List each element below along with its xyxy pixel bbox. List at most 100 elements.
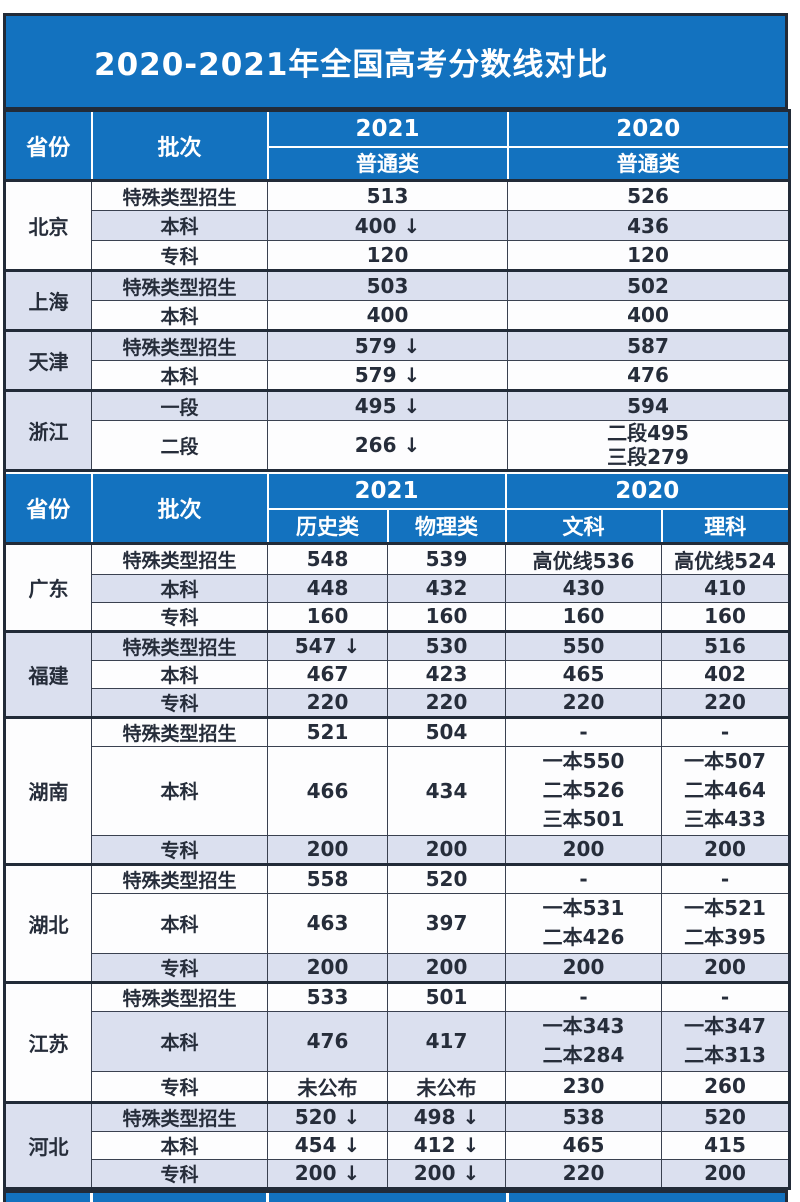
- score-cell: 415: [661, 1130, 791, 1160]
- score-cell: 200: [267, 952, 388, 983]
- score-cell: 220: [267, 687, 388, 718]
- score-cell: 495 ↓: [267, 389, 508, 421]
- score-cell: 200: [661, 952, 791, 983]
- batch-cell: 特殊类型招生: [91, 179, 268, 211]
- score-cell: 二段495 三段279: [507, 420, 790, 471]
- score-cell: 594: [507, 389, 790, 421]
- cell-line: 一本507: [684, 749, 766, 773]
- score-cell: 160: [386, 601, 507, 632]
- score-cell: 未公布: [267, 1070, 388, 1103]
- score-cell: 454 ↓: [267, 1130, 388, 1160]
- score-cell: 498 ↓: [386, 1100, 507, 1132]
- score-cell: 548: [267, 541, 388, 575]
- score-cell: 200 ↓: [267, 1158, 388, 1189]
- score-cell: -: [661, 980, 791, 1012]
- batch-cell: 本科: [91, 745, 268, 836]
- score-table-section-1: 省份 批次 2021 2020 普通类 普通类 北京 特殊类型招生 513 526 本科 400 ↓ 4…: [3, 109, 791, 472]
- batch-cell: 专科: [91, 834, 268, 865]
- year-header: 2021: [266, 472, 507, 510]
- table-row: 本科 400 ↓ 436: [5, 210, 790, 241]
- score-cell: 513: [267, 179, 508, 211]
- score-cell: 436: [507, 210, 790, 241]
- province-cell: 浙江: [4, 389, 92, 471]
- score-cell: 200: [267, 834, 388, 865]
- score-cell: -: [505, 715, 663, 747]
- cell-line: 三本501: [542, 807, 625, 831]
- score-cell: 587: [507, 329, 790, 361]
- score-cell: 463: [267, 892, 388, 954]
- cell-line: 二本464: [684, 778, 766, 802]
- score-cell: 160: [505, 601, 663, 632]
- table-root: 省份 批次 2021 2020 普通类 普通类 北京 特殊类型招生 513 526 本科 400 ↓ 4…: [3, 109, 792, 1190]
- score-cell: 526: [507, 179, 790, 211]
- province-header: 省份: [3, 109, 93, 182]
- batch-cell: 特殊类型招生: [91, 541, 268, 575]
- score-cell: -: [505, 980, 663, 1012]
- header-row-subcols: 普通类 普通类: [5, 145, 791, 182]
- cell-line: 二段495: [607, 421, 689, 445]
- strip-separator: [266, 1192, 269, 1202]
- score-cell: -: [661, 715, 791, 747]
- cell-line: 一本343: [542, 1014, 625, 1038]
- table-row: 本科 400 400: [5, 300, 790, 331]
- score-cell: 400 ↓: [267, 210, 508, 241]
- table-row: 广东 特殊类型招生 548 539 高优线536 高优线524: [4, 541, 791, 632]
- score-cell: 一本507 二本464 三本433: [661, 745, 791, 836]
- batch-header: 批次: [90, 472, 269, 545]
- score-cell: 266 ↓: [267, 420, 508, 471]
- table-row: 本科 476 417 一本343 二本284 一本347 二本313: [5, 1010, 791, 1072]
- score-cell: 476: [267, 1010, 388, 1072]
- score-cell: 200: [505, 834, 663, 865]
- table-row: 专科 220 220 220 220: [5, 687, 791, 718]
- batch-cell: 特殊类型招生: [91, 269, 268, 301]
- score-cell: 260: [661, 1070, 791, 1103]
- province-cell: 河北: [4, 1100, 92, 1189]
- table-row: 浙江 一段 495 ↓ 594: [4, 389, 790, 471]
- cell-line: 一本531: [542, 896, 625, 920]
- score-cell: 200: [661, 1158, 791, 1189]
- batch-cell: 本科: [91, 1130, 268, 1160]
- year-header: 2020: [506, 109, 791, 148]
- score-cell: -: [661, 862, 791, 894]
- table-row: 专科 200 200 200 200: [5, 952, 791, 983]
- table-row: 本科 463 397 一本531 二本426 一本521 二本395: [5, 892, 791, 954]
- score-cell: 397: [386, 892, 507, 954]
- batch-cell: 特殊类型招生: [91, 715, 268, 747]
- score-cell: 520: [661, 1100, 791, 1132]
- table-row: 专科 160 160 160 160: [5, 601, 791, 632]
- score-cell: 220: [505, 1158, 663, 1189]
- batch-cell: 本科: [91, 573, 268, 603]
- score-cell: 465: [505, 1130, 663, 1160]
- header-row-years: 省份 批次 2021 2020: [3, 109, 791, 182]
- score-cell: 402: [661, 659, 791, 689]
- table-row: 湖北 特殊类型招生 558 520- -: [4, 862, 791, 983]
- province-header: 省份: [3, 472, 93, 545]
- province-cell: 江苏: [4, 980, 92, 1103]
- batch-cell: 本科: [91, 659, 268, 689]
- subcol-header: 文科: [504, 508, 663, 545]
- score-cell: 未公布: [386, 1070, 507, 1103]
- table-row: 上海 特殊类型招生 503 502: [4, 269, 790, 331]
- score-cell: 200: [386, 952, 507, 983]
- batch-cell: 一段: [91, 389, 268, 421]
- batch-cell: 专科: [91, 1158, 268, 1189]
- score-cell: 579 ↓: [267, 329, 508, 361]
- score-cell: 448: [267, 573, 388, 603]
- province-cell: 北京: [4, 179, 92, 271]
- score-cell: 466: [267, 745, 388, 836]
- score-cell: 434: [386, 745, 507, 836]
- cell-line: 三本433: [684, 807, 766, 831]
- subcol-header: 理科: [660, 508, 791, 545]
- score-cell: 432: [386, 573, 507, 603]
- table-row: 河北 特殊类型招生 520 ↓ 498 ↓ 538 520: [4, 1100, 791, 1189]
- score-cell: 533: [267, 980, 388, 1012]
- score-cell: 一本550 二本526 三本501: [505, 745, 663, 836]
- table-row: 福建 特殊类型招生 547 ↓ 530 550 516: [4, 629, 791, 718]
- cell-line: 二本426: [542, 925, 625, 949]
- score-cell: 530: [386, 629, 507, 661]
- score-cell: 高优线524: [661, 541, 791, 575]
- batch-cell: 特殊类型招生: [91, 1100, 268, 1132]
- batch-cell: 本科: [91, 360, 268, 391]
- score-cell: 400: [267, 300, 508, 331]
- score-cell: 220: [661, 687, 791, 718]
